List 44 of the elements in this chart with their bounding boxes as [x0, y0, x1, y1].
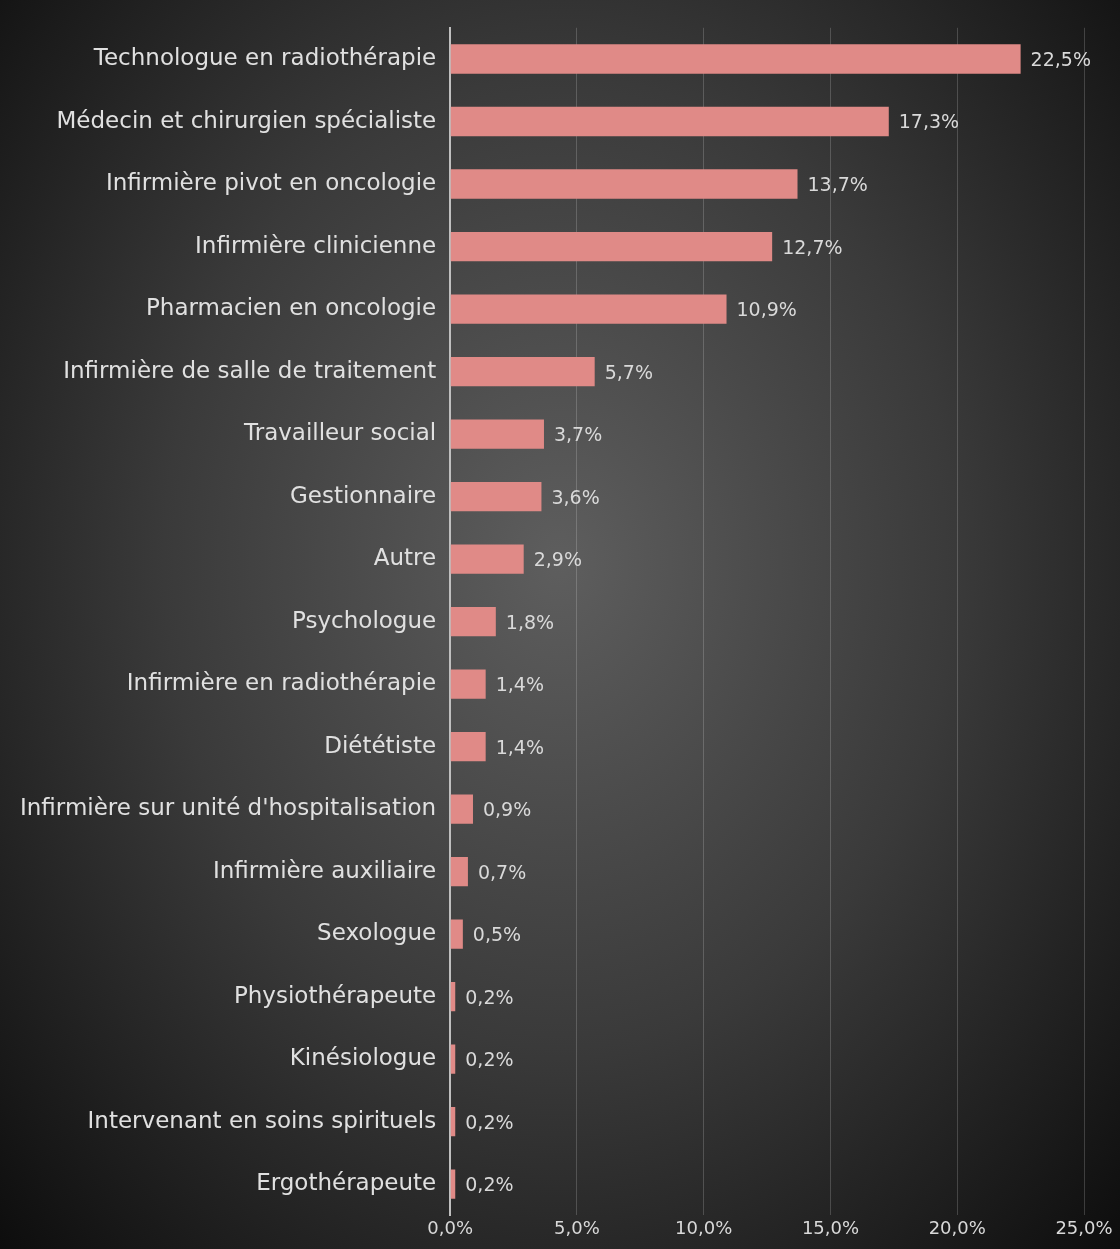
y-tick-label: Infirmière de salle de traitement — [63, 356, 437, 383]
y-tick-label: Technologue en radiothérapie — [92, 44, 437, 71]
x-tick-label: 10,0% — [675, 1216, 733, 1238]
y-tick-label: Kinésiologue — [289, 1044, 437, 1071]
x-tick-label: 0,0% — [427, 1216, 474, 1238]
data-label: 1,4% — [495, 735, 544, 758]
y-tick-label: Ergothérapeute — [256, 1169, 437, 1196]
y-tick-label: Infirmière auxiliaire — [212, 856, 437, 883]
data-label: 0,5% — [472, 923, 522, 946]
data-label: 0,2% — [465, 1173, 514, 1196]
y-tick-label: Infirmière pivot en oncologie — [105, 169, 437, 196]
y-tick-label: Gestionnaire — [289, 481, 437, 508]
data-label: 17,3% — [898, 110, 960, 133]
y-tick-label: Sexologue — [317, 919, 437, 946]
x-tick-label: 20,0% — [928, 1216, 986, 1238]
data-label: 5,7% — [604, 360, 653, 383]
data-label: 0,9% — [483, 798, 532, 821]
y-tick-label: Infirmière clinicienne — [195, 231, 437, 258]
y-tick-label: Médecin et chirurgien spécialiste — [56, 106, 437, 133]
y-tick-label: Travailleur social — [243, 419, 437, 446]
y-tick-label: Autre — [373, 544, 437, 571]
data-label: 3,6% — [551, 485, 600, 508]
x-tick-label: 5,0% — [554, 1216, 600, 1238]
data-label: 0,2% — [465, 985, 514, 1008]
data-label: 12,7% — [782, 235, 843, 258]
x-tick-label: 15,0% — [801, 1216, 860, 1238]
data-label: 0,2% — [465, 1110, 514, 1133]
y-tick-label: Psychologue — [292, 606, 437, 633]
y-tick-label: Diététiste — [324, 731, 437, 758]
data-label: 1,4% — [495, 673, 544, 696]
y-tick-label: Pharmacien en oncologie — [145, 294, 437, 321]
data-label: 13,7% — [807, 173, 868, 195]
y-tick-label: Infirmière sur unité d'hospitalisation — [19, 794, 437, 821]
data-label: 22,5% — [1030, 47, 1091, 70]
y-tick-label: Intervenant en soins spirituels — [87, 1106, 437, 1133]
y-tick-label: Infirmière en radiothérapie — [126, 669, 437, 696]
data-label: 0,2% — [465, 1048, 514, 1071]
data-label: 3,7% — [553, 423, 603, 446]
data-label: 1,8% — [505, 610, 555, 633]
data-label: 0,7% — [477, 860, 527, 883]
x-tick-label: 25,0% — [1055, 1216, 1113, 1238]
data-label: 10,9% — [736, 298, 797, 321]
y-tick-label: Physiothérapeute — [233, 981, 437, 1008]
data-label: 2,9% — [533, 548, 582, 571]
